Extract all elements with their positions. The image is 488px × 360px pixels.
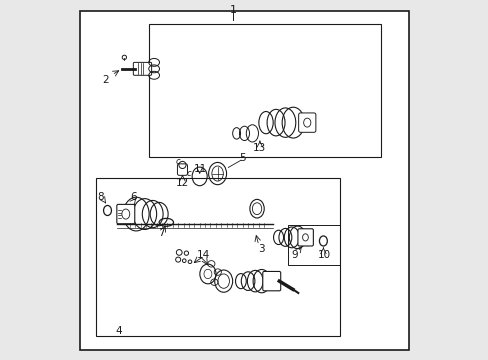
- Text: 12: 12: [176, 178, 189, 188]
- Text: 2: 2: [102, 75, 109, 85]
- Text: 6: 6: [130, 192, 136, 202]
- FancyBboxPatch shape: [262, 271, 280, 291]
- Text: 3: 3: [258, 244, 264, 254]
- Text: 10: 10: [317, 250, 330, 260]
- Text: 14: 14: [196, 250, 209, 260]
- Text: 1: 1: [229, 5, 236, 15]
- Text: 4: 4: [115, 326, 122, 336]
- Text: 5: 5: [239, 153, 245, 163]
- Text: 7: 7: [158, 228, 164, 238]
- Text: c: c: [175, 157, 180, 166]
- FancyBboxPatch shape: [298, 113, 315, 132]
- FancyBboxPatch shape: [297, 229, 313, 246]
- Text: 8: 8: [97, 192, 103, 202]
- Text: 13: 13: [253, 143, 266, 153]
- Text: 11: 11: [194, 164, 207, 174]
- Text: 9: 9: [291, 250, 297, 260]
- Text: c: c: [186, 170, 191, 179]
- FancyBboxPatch shape: [117, 204, 135, 224]
- FancyBboxPatch shape: [177, 164, 187, 175]
- FancyBboxPatch shape: [133, 62, 151, 75]
